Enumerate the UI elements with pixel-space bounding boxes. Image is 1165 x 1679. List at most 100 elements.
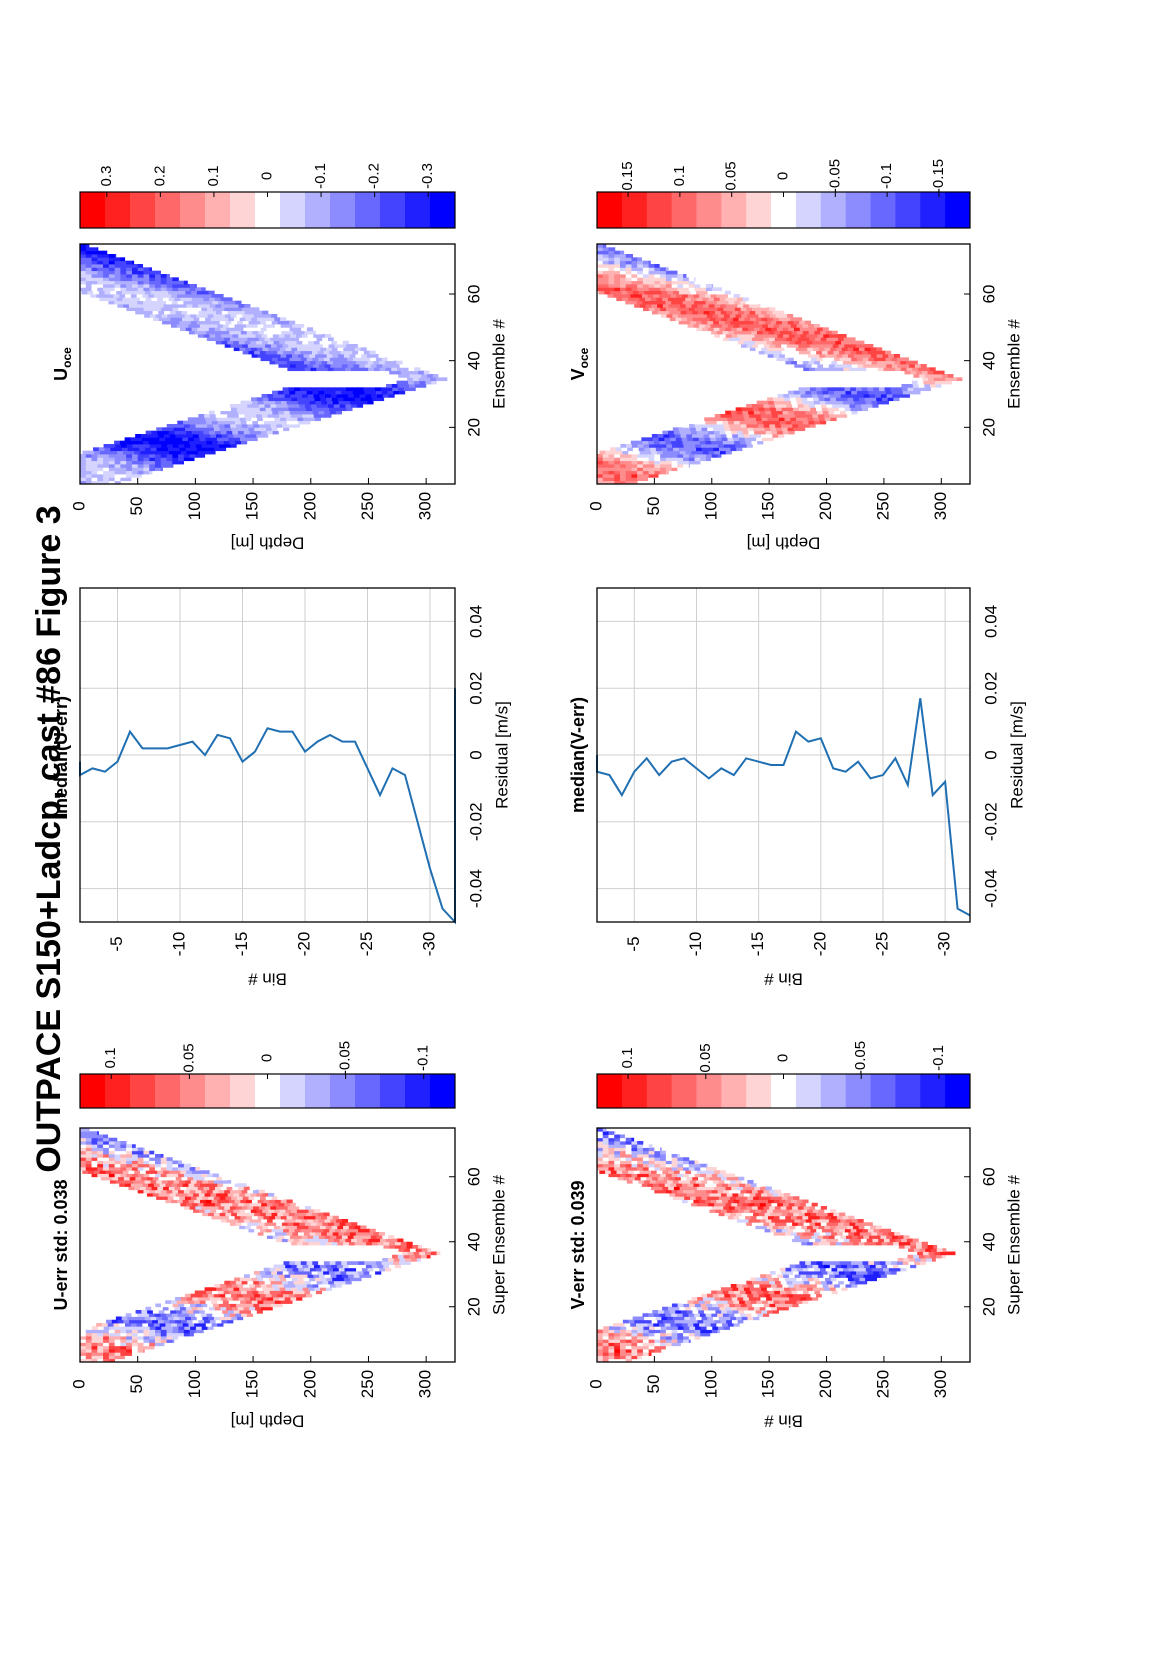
heatmap-cell [238,430,245,435]
heatmap-cell [340,350,347,355]
heatmap-cell [847,1241,854,1246]
heatmap-cell [264,1222,271,1226]
heatmap-cell [361,400,368,405]
heatmap-cell [192,1297,199,1301]
heatmap-cell [834,410,841,415]
heatmap-cell [792,1222,799,1226]
heatmap-cell [173,1180,180,1184]
heatmap-cell [597,1339,604,1343]
heatmap-cell [180,450,187,455]
heatmap-cell [786,1280,793,1285]
heatmap-cell [898,1241,905,1246]
heatmap-cell [831,360,838,365]
heatmap-cell [328,1280,335,1285]
heatmap-cell [838,387,845,392]
heatmap-cell [808,1267,815,1272]
heatmap-cell [840,394,847,398]
heatmap-cell [741,427,748,432]
heatmap-cell [709,434,716,438]
heatmap-cell [348,1225,356,1230]
v-err-ylabel: Bin # [764,1412,803,1431]
heatmap-cell [307,334,314,338]
heatmap-cell [716,440,724,445]
heatmap-cell [677,467,680,472]
heatmap-cell [716,1323,723,1327]
heatmap-cell [634,1176,642,1181]
heatmap-cell [671,1157,678,1161]
heatmap-cell [296,340,303,345]
heatmap-cell [146,434,153,438]
heatmap-cell [250,1287,257,1291]
heatmap-cell [638,1180,645,1184]
heatmap-cell [292,360,299,365]
heatmap-cell [202,1212,209,1217]
heatmap-cell [802,420,809,425]
heatmap-cell [630,1323,637,1327]
heatmap-cell [822,410,829,415]
heatmap-cell [763,424,770,428]
heatmap-cell [345,1238,352,1243]
heatmap-cell [240,437,247,442]
heatmap-cell [749,414,756,418]
heatmap-cell [220,1186,227,1191]
heatmap-cell [352,357,360,362]
heatmap-cell [356,1238,364,1243]
heatmap-cell [114,1154,121,1158]
heatmap-cell [625,1173,632,1178]
heatmap-cell [781,427,788,432]
heatmap-cell [254,407,261,412]
heatmap-cell [808,420,815,425]
heatmap-cell [224,1189,231,1194]
heatmap-cell [230,1222,237,1226]
heatmap-cell [114,460,121,465]
heatmap-cell [134,1186,141,1191]
heatmap-cell [830,347,837,352]
heatmap-cell [85,1160,92,1165]
heatmap-cell [331,347,338,352]
heatmap-cell [166,284,173,288]
heatmap-cell [291,1225,298,1230]
heatmap-cell [800,1219,807,1223]
heatmap-cell [817,364,824,368]
heatmap-cell [221,414,228,418]
heatmap-cell [777,394,784,398]
heatmap-cell [785,1215,792,1220]
heatmap-cell [220,297,227,302]
heatmap-cell [778,417,785,422]
heatmap-cell [796,1215,803,1220]
heatmap-cell [183,1163,191,1168]
heatmap-cell [614,1339,621,1343]
heatmap-cell [293,424,300,428]
heatmap-cell [269,360,276,365]
heatmap-cell [176,317,183,322]
heatmap-cell [816,1261,823,1265]
heatmap-cell [887,1241,894,1246]
v-err-frame [596,1127,971,1363]
heatmap-cell [172,1173,179,1178]
heatmap-cell [750,1300,757,1304]
heatmap-cell [614,1147,621,1152]
heatmap-cell [754,1202,761,1207]
heatmap-cell [168,1186,176,1191]
heatmap-cell [100,1176,107,1181]
heatmap-cell [327,1267,334,1272]
heatmap-cell [769,1189,776,1194]
heatmap-cell [838,1238,845,1243]
heatmap-cell [142,1183,149,1187]
heatmap-cell [625,1137,632,1142]
heatmap-cell [137,1189,144,1194]
heatmap-cell [671,467,678,472]
depth-tick-label: 50 [644,1375,663,1394]
heatmap-cell [613,1323,620,1327]
heatmap-cell [399,364,406,368]
heatmap-cell [277,1228,284,1233]
heatmap-cell [686,1310,693,1314]
heatmap-cell [97,1167,104,1171]
heatmap-cell [706,1167,713,1171]
heatmap-cell [830,397,837,402]
heatmap-cell [93,290,100,295]
heatmap-cell [85,1131,92,1135]
heatmap-cell [814,367,821,372]
heatmap-cell [783,1297,790,1301]
heatmap-cell [814,1267,821,1272]
